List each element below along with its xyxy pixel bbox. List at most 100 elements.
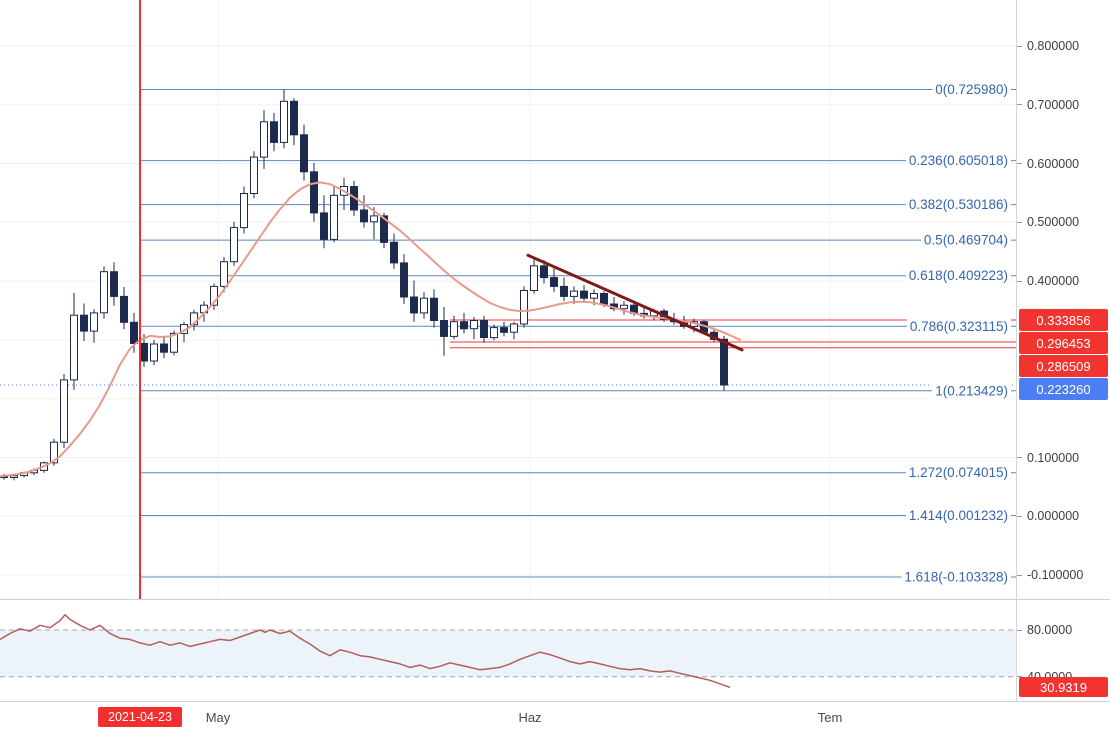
rsi-line[interactable]	[0, 614, 731, 689]
price-axis-label-text: 0.500000	[1027, 215, 1080, 230]
candle	[440, 307, 448, 356]
candle	[450, 315, 458, 340]
price-axis-badge: 0.333856	[1019, 309, 1108, 331]
rsi-axis-label: 80.0000	[1017, 622, 1072, 638]
candle	[110, 262, 118, 306]
fib-label-bg	[901, 568, 1011, 586]
candle	[500, 321, 508, 337]
candle	[250, 151, 258, 199]
candle	[330, 186, 338, 243]
candle-body	[230, 227, 238, 263]
axis-tick	[1017, 574, 1022, 576]
price-axis-badge: 0.223260	[1019, 378, 1108, 400]
rsi-chart	[0, 614, 1016, 689]
fib-level-label: 0.5(0.469704)	[924, 233, 1008, 248]
candle	[550, 268, 558, 293]
candle-body	[490, 327, 498, 339]
candle-body	[330, 194, 338, 240]
candle	[320, 195, 328, 249]
price-axis-label-text: -0.100000	[1027, 568, 1084, 582]
candle-body	[120, 295, 128, 323]
price-axis-badge: 0.296453	[1019, 332, 1108, 354]
time-axis-month[interactable]: Haz	[518, 709, 542, 725]
candle	[490, 324, 498, 341]
moving-average-line[interactable]	[0, 181, 741, 478]
candle	[510, 321, 518, 340]
candle-body	[560, 285, 568, 297]
fib-label-bg	[905, 196, 1011, 214]
rsi-band	[0, 630, 1016, 677]
price-pane[interactable]: 0(0.725980) 0.236(0.605018) 0.382(0.530186…	[0, 0, 1016, 599]
candle-body	[520, 290, 528, 325]
fib-level-label: 1.414(0.001232)	[909, 508, 1008, 523]
candle	[460, 312, 468, 334]
candle-body	[390, 241, 398, 264]
axis-tick	[1017, 515, 1022, 517]
price-axis-label: 0.100000	[1017, 450, 1079, 466]
candle	[230, 221, 238, 266]
rsi-pane[interactable]	[0, 600, 1016, 701]
candle-body	[290, 100, 298, 136]
candle	[410, 280, 418, 322]
time-axis-month[interactable]: May	[205, 709, 231, 725]
axis-tick	[1017, 457, 1022, 458]
price-axis[interactable]: 0.800000 0.700000 0.600000 0.500000 0.400000…	[1016, 0, 1110, 599]
fib-label-bg	[905, 267, 1011, 285]
candle	[160, 336, 168, 359]
rsi-value-badge: 30.9319	[1019, 677, 1108, 698]
candle-body	[380, 215, 388, 243]
axis-tick	[1017, 629, 1022, 631]
candle-body	[590, 293, 598, 299]
fib-level-label: 0.786(0.323115)	[910, 319, 1008, 334]
candle-body	[450, 321, 458, 337]
price-axis-label-text: 0.000000	[1027, 509, 1080, 524]
price-axis-label-text: 0.600000	[1027, 156, 1080, 171]
candle	[90, 309, 98, 343]
price-axis-label: 0.800000	[1017, 38, 1079, 54]
axis-tick	[1017, 676, 1022, 678]
candle-body	[320, 212, 328, 240]
candle	[400, 254, 408, 304]
candle	[580, 285, 588, 302]
price-axis-label: 0.400000	[1017, 273, 1079, 289]
price-axis-label: 0.500000	[1017, 214, 1079, 230]
candle-body	[270, 121, 278, 143]
fib-label-bg	[920, 231, 1011, 249]
candle	[260, 110, 268, 169]
date-axis-badge: 2021-04-23	[98, 707, 182, 727]
candle-body	[530, 265, 538, 291]
price-axis-label-text: 0.800000	[1027, 39, 1080, 53]
candle-body	[540, 265, 548, 279]
candle	[530, 258, 538, 294]
candle	[220, 257, 228, 293]
candle-body	[460, 321, 468, 330]
fib-label-bg	[932, 81, 1011, 98]
candle	[620, 301, 628, 315]
candle-body	[130, 321, 138, 344]
fib-level-label: 0.382(0.530186)	[909, 197, 1008, 212]
candle-body	[360, 209, 368, 223]
fib-label-bg	[906, 317, 1011, 335]
candle-body	[170, 332, 178, 353]
time-axis-month[interactable]: Tem	[817, 709, 843, 725]
fib-label-bg	[905, 152, 1011, 170]
time-axis[interactable]: May Haz Tem 2021-04-23	[0, 701, 1110, 732]
candle	[120, 287, 128, 330]
candle-body	[160, 343, 168, 353]
trend-line[interactable]	[526, 253, 744, 352]
price-axis-badge: 0.286509	[1019, 355, 1108, 377]
fib-level-label: 1.272(0.074015)	[909, 465, 1008, 480]
axis-tick	[1017, 221, 1022, 223]
candle-body	[420, 297, 428, 314]
price-axis-label: 0.600000	[1017, 156, 1079, 172]
candle-body	[470, 320, 478, 330]
candle-body	[720, 338, 728, 386]
candle-body	[580, 290, 588, 299]
price-axis-label: 0.000000	[1017, 508, 1079, 524]
pane-separator[interactable]	[0, 599, 1110, 600]
price-axis-label: -0.100000	[1017, 567, 1083, 583]
fib-label-bg	[932, 382, 1011, 400]
candle-body	[510, 323, 518, 333]
